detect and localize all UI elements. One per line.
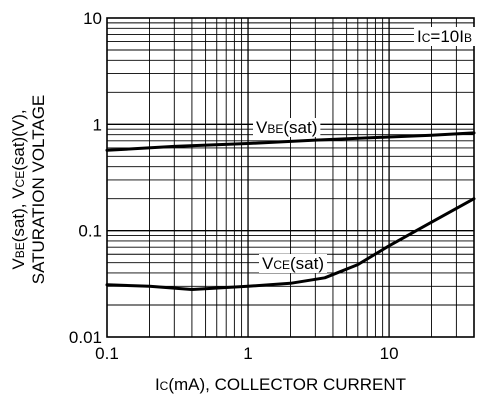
vce-sat-label-bg [259, 254, 328, 273]
condition-label: IC=10IB [417, 27, 472, 46]
x-tick-label: 1 [243, 344, 252, 363]
y-tick-label: 0.01 [69, 328, 102, 347]
labels-group: IC=10IB VBE(sat) VCE(sat) IC(mA), COLLECTOR… [9, 27, 475, 394]
y-tick-label: 1 [93, 115, 102, 134]
x-tick-label: 0.1 [95, 344, 119, 363]
y-axis-label-line1: VBE(sat), VCE(sat)(V), [9, 109, 28, 269]
grid [107, 18, 474, 337]
x-tick-label: 10 [380, 344, 399, 363]
y-tick-label: 0.1 [78, 222, 102, 241]
condition-label-bg [414, 27, 475, 46]
vbe-sat-label-bg [253, 118, 321, 137]
series-group [105, 131, 476, 291]
x-axis-label: IC(mA), COLLECTOR CURRENT [155, 375, 406, 394]
series-line-vbe-sat [105, 131, 476, 152]
plot-frame [106, 17, 475, 338]
y-axis-label-line2: SATURATION VOLTAGE [29, 95, 48, 285]
y-tick-label: 10 [83, 9, 102, 28]
vbe-sat-label: VBE(sat) [256, 118, 317, 137]
vce-sat-label: VCE(sat) [262, 254, 324, 273]
series-line-vce-sat [105, 197, 476, 291]
